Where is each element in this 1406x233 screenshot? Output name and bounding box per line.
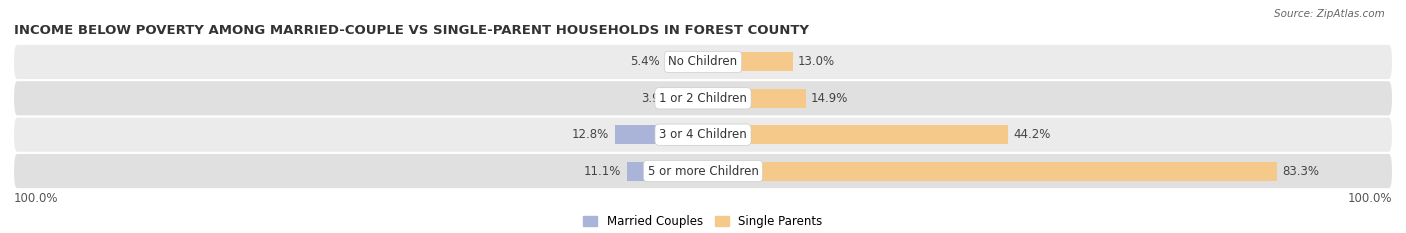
Text: 14.9%: 14.9%: [811, 92, 849, 105]
Text: 5 or more Children: 5 or more Children: [648, 164, 758, 178]
Bar: [703, 162, 1277, 181]
Text: 3.9%: 3.9%: [641, 92, 671, 105]
Text: No Children: No Children: [668, 55, 738, 69]
Bar: [676, 89, 703, 108]
Text: 5.4%: 5.4%: [630, 55, 661, 69]
Bar: [614, 125, 703, 144]
Text: 100.0%: 100.0%: [1347, 192, 1392, 205]
Text: 100.0%: 100.0%: [14, 192, 59, 205]
FancyBboxPatch shape: [14, 81, 1392, 115]
Text: 3 or 4 Children: 3 or 4 Children: [659, 128, 747, 141]
Text: 12.8%: 12.8%: [572, 128, 609, 141]
Text: 83.3%: 83.3%: [1282, 164, 1319, 178]
Bar: [627, 162, 703, 181]
Text: 11.1%: 11.1%: [583, 164, 621, 178]
Bar: [666, 52, 703, 71]
FancyBboxPatch shape: [14, 154, 1392, 188]
Legend: Married Couples, Single Parents: Married Couples, Single Parents: [579, 210, 827, 233]
Text: Source: ZipAtlas.com: Source: ZipAtlas.com: [1274, 9, 1385, 19]
FancyBboxPatch shape: [14, 45, 1392, 79]
Text: 13.0%: 13.0%: [799, 55, 835, 69]
Text: 44.2%: 44.2%: [1012, 128, 1050, 141]
Bar: [703, 89, 806, 108]
FancyBboxPatch shape: [14, 118, 1392, 152]
Text: 1 or 2 Children: 1 or 2 Children: [659, 92, 747, 105]
Bar: [703, 125, 1008, 144]
Bar: [703, 52, 793, 71]
Text: INCOME BELOW POVERTY AMONG MARRIED-COUPLE VS SINGLE-PARENT HOUSEHOLDS IN FOREST : INCOME BELOW POVERTY AMONG MARRIED-COUPL…: [14, 24, 808, 37]
